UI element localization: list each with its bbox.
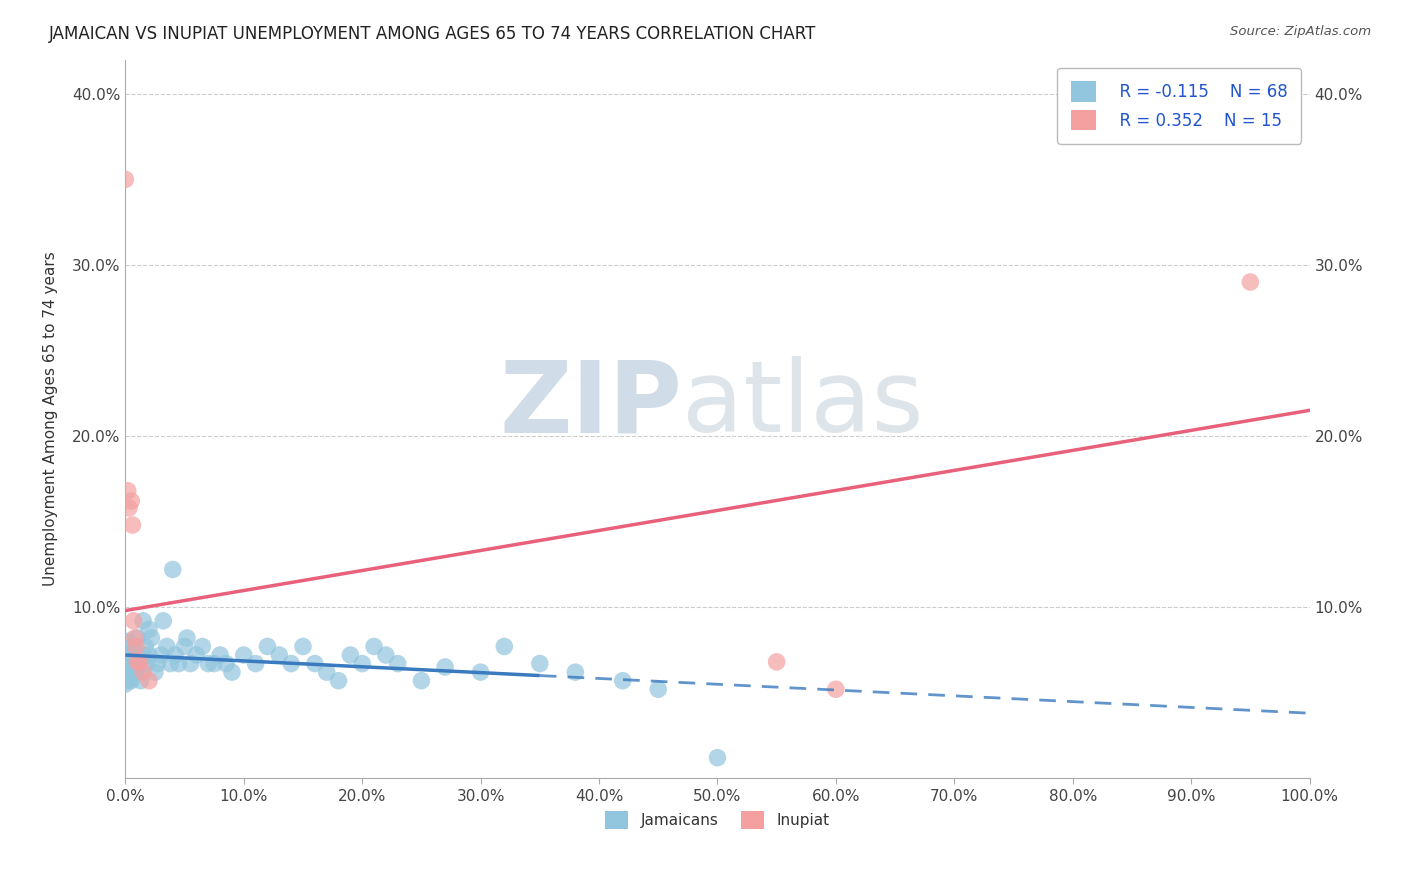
Point: [114, 172, 136, 186]
Point: [152, 614, 174, 628]
Point: [494, 640, 516, 654]
Point: [304, 657, 326, 671]
Point: [135, 657, 157, 671]
Point: [387, 657, 409, 671]
Point: [221, 665, 243, 680]
Point: [125, 640, 148, 654]
Point: [125, 648, 148, 662]
Point: [470, 665, 492, 680]
Point: [132, 665, 155, 680]
Legend: Jamaicans, Inupiat: Jamaicans, Inupiat: [599, 805, 835, 835]
Point: [128, 657, 150, 671]
Point: [159, 657, 181, 671]
Point: [269, 648, 291, 662]
Point: [149, 648, 172, 662]
Point: [138, 648, 160, 662]
Point: [179, 657, 201, 671]
Point: [1239, 275, 1261, 289]
Point: [120, 665, 142, 680]
Point: [138, 623, 160, 637]
Point: [209, 648, 232, 662]
Point: [117, 657, 139, 671]
Point: [315, 665, 337, 680]
Point: [124, 657, 146, 671]
Point: [824, 682, 846, 697]
Point: [118, 648, 141, 662]
Point: [156, 640, 179, 654]
Point: [127, 665, 149, 680]
Point: [127, 655, 149, 669]
Point: [176, 631, 198, 645]
Point: [117, 483, 139, 498]
Point: [197, 657, 219, 671]
Point: [128, 655, 150, 669]
Point: [291, 640, 314, 654]
Point: [132, 614, 155, 628]
Point: [167, 657, 190, 671]
Point: [215, 657, 238, 671]
Point: [339, 648, 361, 662]
Point: [202, 657, 225, 671]
Point: [120, 494, 142, 508]
Point: [120, 657, 142, 671]
Point: [121, 640, 143, 654]
Point: [122, 614, 145, 628]
Point: [647, 682, 669, 697]
Point: [612, 673, 634, 688]
Point: [134, 640, 156, 654]
Point: [127, 631, 149, 645]
Point: [141, 631, 163, 645]
Point: [529, 657, 551, 671]
Point: [115, 651, 138, 665]
Text: JAMAICAN VS INUPIAT UNEMPLOYMENT AMONG AGES 65 TO 74 YEARS CORRELATION CHART: JAMAICAN VS INUPIAT UNEMPLOYMENT AMONG A…: [49, 25, 817, 43]
Point: [120, 673, 142, 688]
Point: [256, 640, 278, 654]
Point: [162, 562, 184, 576]
Point: [129, 673, 152, 688]
Y-axis label: Unemployment Among Ages 65 to 74 years: Unemployment Among Ages 65 to 74 years: [44, 252, 58, 586]
Text: Source: ZipAtlas.com: Source: ZipAtlas.com: [1230, 25, 1371, 38]
Text: atlas: atlas: [682, 356, 924, 453]
Point: [245, 657, 267, 671]
Point: [706, 750, 728, 764]
Point: [132, 648, 155, 662]
Point: [121, 518, 143, 533]
Point: [117, 634, 139, 648]
Point: [411, 673, 433, 688]
Point: [118, 673, 141, 688]
Point: [146, 657, 169, 671]
Point: [564, 665, 586, 680]
Point: [143, 665, 166, 680]
Point: [114, 660, 136, 674]
Point: [122, 665, 145, 680]
Point: [765, 655, 787, 669]
Point: [115, 665, 138, 680]
Point: [328, 673, 350, 688]
Point: [118, 500, 141, 515]
Point: [124, 631, 146, 645]
Text: ZIP: ZIP: [499, 356, 682, 453]
Point: [363, 640, 385, 654]
Point: [232, 648, 254, 662]
Point: [186, 648, 208, 662]
Point: [374, 648, 396, 662]
Point: [165, 648, 187, 662]
Point: [114, 677, 136, 691]
Point: [280, 657, 302, 671]
Point: [173, 640, 195, 654]
Point: [352, 657, 374, 671]
Point: [434, 660, 457, 674]
Point: [191, 640, 214, 654]
Point: [138, 673, 160, 688]
